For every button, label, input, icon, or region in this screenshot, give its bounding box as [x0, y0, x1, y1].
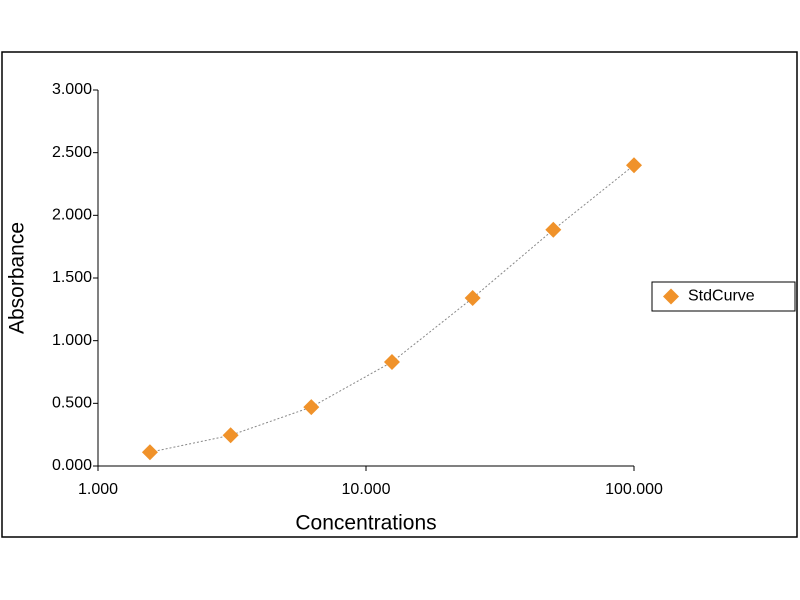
data-point	[545, 221, 562, 238]
y-tick-label: 1.500	[52, 269, 92, 286]
legend-label: StdCurve	[688, 288, 755, 305]
data-point	[383, 353, 400, 370]
y-tick-label: 1.000	[52, 332, 92, 349]
y-tick-label: 2.500	[52, 144, 92, 161]
data-point	[303, 399, 320, 416]
legend-marker	[663, 288, 679, 305]
y-tick-label: 0.500	[52, 395, 92, 412]
x-tick-label: 100.000	[605, 481, 663, 498]
y-tick-label: 2.000	[52, 207, 92, 224]
y-tick-label: 3.000	[52, 81, 92, 98]
data-point	[141, 444, 158, 461]
x-axis-title: Concentrations	[295, 512, 436, 535]
data-point	[464, 290, 481, 307]
x-tick-label: 1.000	[78, 481, 118, 498]
data-point	[626, 157, 642, 174]
y-axis-title: Absorbance	[6, 222, 29, 334]
x-tick-label: 10.000	[342, 481, 391, 498]
y-tick-label: 0.000	[52, 457, 92, 474]
data-point	[222, 427, 239, 444]
